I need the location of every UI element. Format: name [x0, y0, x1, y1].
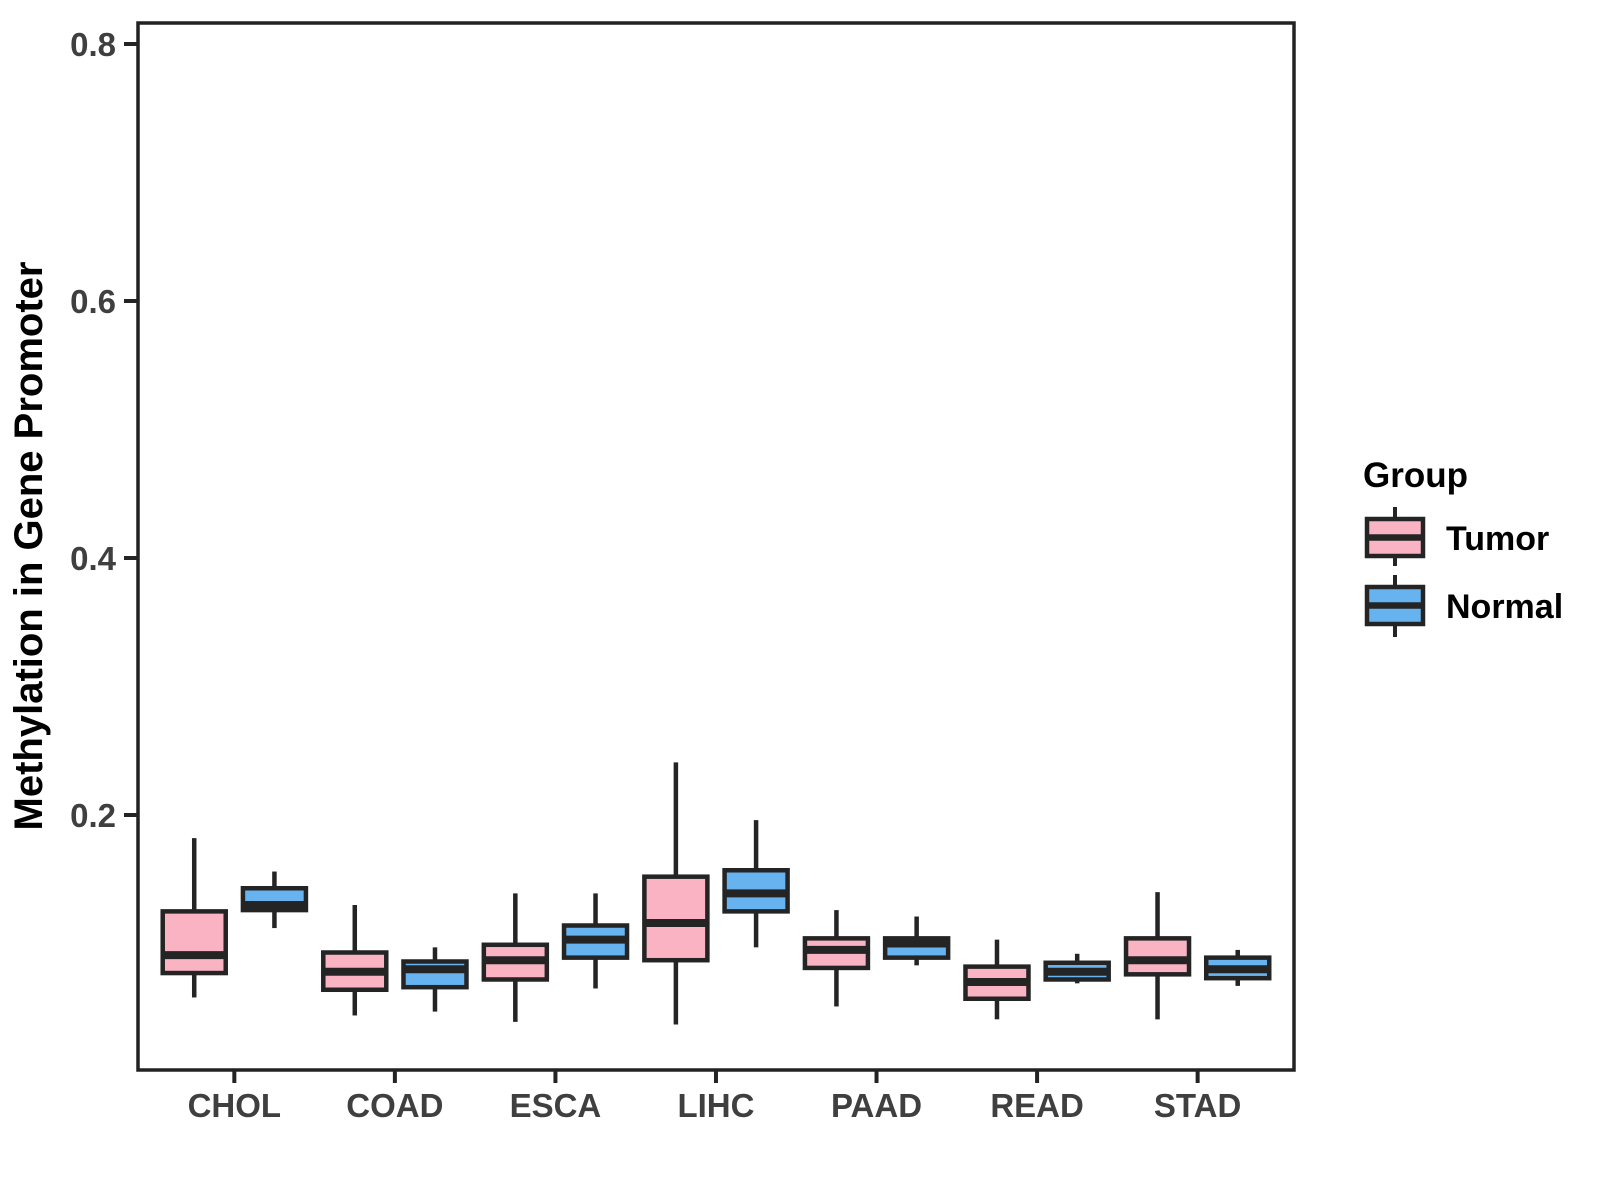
legend-title: Group	[1363, 456, 1468, 495]
y-tick-label: 0.8	[70, 26, 116, 63]
legend-key-normal: Normal	[1364, 575, 1563, 637]
boxplot-lihc-tumor	[642, 762, 710, 1025]
boxplot-stad-normal	[1203, 949, 1272, 986]
x-tick-label-lihc: LIHC	[677, 1087, 754, 1124]
boxplot-read-tumor	[963, 939, 1031, 1020]
boxplot-lihc-normal	[722, 820, 790, 948]
legend: Group Tumor Normal	[1363, 456, 1563, 637]
boxplot-paad-tumor	[802, 910, 871, 1007]
y-axis-title: Methylation in Gene Promoter	[7, 262, 51, 831]
y-tick-label: 0.6	[70, 283, 116, 320]
y-tick-label: 0.2	[70, 797, 116, 834]
x-tick-label-esca: ESCA	[510, 1087, 602, 1124]
x-axis: CHOL COAD ESCA LIHC PAAD READ STAD	[188, 1070, 1241, 1124]
boxplot-chol-normal	[240, 871, 309, 929]
panel-border	[136, 21, 1296, 1072]
boxplot-esca-normal	[561, 893, 630, 989]
boxplot-chol-tumor	[160, 838, 228, 998]
iqr-box	[642, 874, 710, 963]
plot-boxes	[160, 762, 1272, 1025]
y-axis: 0.2 0.4 0.6 0.8	[70, 26, 138, 834]
y-tick-label: 0.4	[70, 540, 117, 577]
boxplot-paad-normal	[882, 916, 951, 966]
boxplot-esca-tumor	[481, 893, 550, 1022]
x-tick-label-stad: STAD	[1154, 1087, 1241, 1124]
legend-label-tumor: Tumor	[1446, 520, 1549, 558]
boxplot-stad-tumor	[1123, 892, 1192, 1020]
boxplot-coad-tumor	[321, 904, 389, 1016]
boxplot-read-normal	[1043, 953, 1111, 984]
iqr-box	[160, 909, 228, 976]
x-tick-label-coad: COAD	[346, 1087, 443, 1124]
x-tick-label-read: READ	[990, 1087, 1084, 1124]
boxplot-coad-normal	[401, 947, 469, 1012]
x-tick-label-paad: PAAD	[831, 1087, 922, 1124]
legend-key-tumor: Tumor	[1364, 507, 1549, 566]
legend-label-normal: Normal	[1446, 588, 1563, 626]
x-tick-label-chol: CHOL	[188, 1087, 282, 1124]
